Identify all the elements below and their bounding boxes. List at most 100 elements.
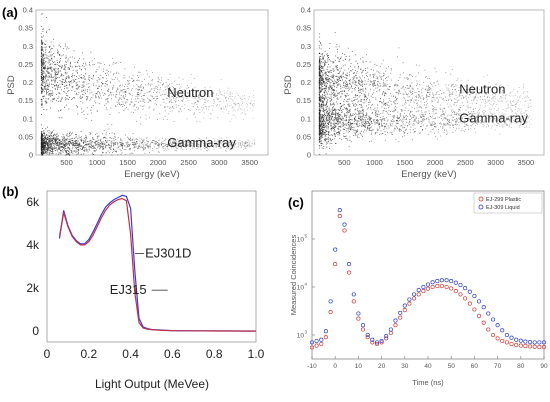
scatter-point xyxy=(165,144,167,146)
scatter-point xyxy=(91,91,93,93)
scatter-point xyxy=(329,78,330,79)
scatter-point xyxy=(75,84,77,86)
scatter-point xyxy=(96,143,98,145)
scatter-point xyxy=(43,130,45,131)
scatter-point xyxy=(42,147,44,149)
y-tick-label: 0.1 xyxy=(23,114,33,123)
scatter-point xyxy=(42,143,44,145)
scatter-point xyxy=(229,93,231,95)
scatter-point xyxy=(223,139,225,141)
scatter-point xyxy=(44,72,46,74)
scatter-point xyxy=(207,143,209,144)
scatter-point xyxy=(337,134,339,136)
scatter-point xyxy=(238,103,239,104)
scatter-point xyxy=(142,143,144,145)
scatter-point xyxy=(319,78,320,80)
scatter-point xyxy=(51,75,52,77)
scatter-point xyxy=(323,69,325,71)
scatter-point xyxy=(336,44,338,46)
scatter-point xyxy=(54,71,56,73)
scatter-point xyxy=(206,136,207,138)
scatter-point xyxy=(167,88,169,90)
scatter-point xyxy=(121,145,123,147)
scatter-point xyxy=(42,138,44,140)
scatter-point xyxy=(510,101,512,103)
scatter-point xyxy=(485,117,487,119)
scatter-point xyxy=(46,30,48,32)
scatter-point xyxy=(335,66,337,68)
scatter-point xyxy=(130,140,132,141)
scatter-point xyxy=(46,32,48,33)
scatter-point xyxy=(345,74,347,75)
scatter-point xyxy=(98,78,100,80)
scatter-point xyxy=(471,90,473,92)
scatter-point xyxy=(318,63,320,65)
scatter-point xyxy=(463,104,465,106)
scatter-point xyxy=(40,51,42,53)
scatter-point xyxy=(49,150,51,152)
scatter-point xyxy=(356,94,358,96)
scatter-point xyxy=(41,62,42,64)
scatter-point xyxy=(79,142,81,144)
scatter-point xyxy=(62,146,63,148)
scatter-point xyxy=(214,143,215,145)
scatter-point xyxy=(127,83,129,85)
scatter-point xyxy=(52,141,53,143)
scatter-point xyxy=(45,100,47,102)
scatter-point xyxy=(323,81,324,82)
scatter-point xyxy=(367,97,368,99)
scatter-point xyxy=(223,141,225,143)
scatter-point xyxy=(48,91,50,93)
scatter-point xyxy=(471,119,473,121)
scatter-point xyxy=(345,88,347,89)
scatter-point xyxy=(463,96,464,98)
scatter-point xyxy=(79,86,81,88)
scatter-point xyxy=(324,133,326,135)
scatter-point xyxy=(47,149,49,151)
scatter-point xyxy=(65,45,67,47)
scatter-point xyxy=(90,144,92,146)
scatter-point xyxy=(198,143,200,145)
scatter-point xyxy=(416,95,418,97)
scatter-point xyxy=(193,103,195,105)
scatter-point xyxy=(319,53,320,54)
scatter-point xyxy=(503,94,505,96)
scatter-point xyxy=(204,105,206,107)
scatter-point xyxy=(51,132,52,134)
scatter-point xyxy=(131,141,133,143)
scatter-point xyxy=(223,100,225,102)
scatter-point xyxy=(383,79,384,81)
scatter-point xyxy=(160,94,162,96)
scatter-point xyxy=(343,81,345,83)
scatter-point xyxy=(47,139,49,140)
scatter-point xyxy=(87,149,89,151)
scatter-point xyxy=(186,146,187,147)
scatter-point xyxy=(241,109,243,111)
scatter-point xyxy=(428,85,430,87)
scatter-point xyxy=(230,145,232,147)
scatter-point xyxy=(117,137,119,138)
scatter-point xyxy=(232,100,234,102)
scatter-point xyxy=(203,144,204,146)
scatter-point xyxy=(61,136,63,138)
scatter-point xyxy=(203,144,205,146)
scatter-point xyxy=(77,144,79,146)
scatter-point xyxy=(193,141,195,142)
scatter-point xyxy=(130,111,132,113)
scatter-point xyxy=(87,140,89,142)
scatter-point xyxy=(95,93,97,94)
scatter-point xyxy=(49,51,50,53)
scatter-point xyxy=(51,77,53,79)
scatter-point xyxy=(47,144,49,146)
scatter-point xyxy=(42,54,43,56)
scatter-point xyxy=(504,97,506,99)
scatter-point xyxy=(150,100,152,102)
scatter-point xyxy=(227,87,229,89)
scatter-point xyxy=(482,124,484,125)
scatter-point xyxy=(175,150,177,152)
scatter-point xyxy=(64,106,65,108)
scatter-point xyxy=(41,64,42,65)
scatter-point xyxy=(331,75,333,77)
scatter-point xyxy=(83,110,85,112)
scatter-point xyxy=(126,142,128,144)
